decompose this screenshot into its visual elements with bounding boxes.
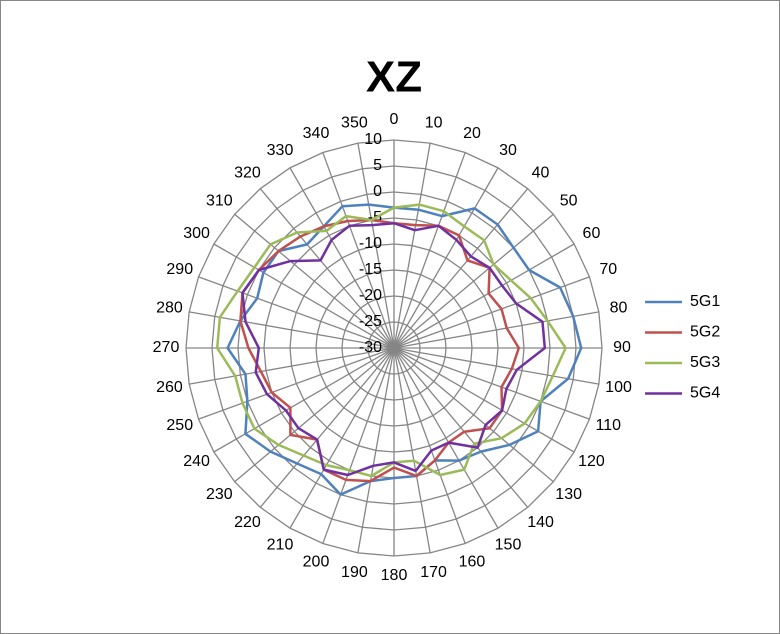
spoke (393, 347, 499, 529)
category-label: 20 (463, 125, 481, 142)
series-line (226, 203, 583, 496)
spoke (393, 347, 590, 420)
r-tick-label: 10 (364, 131, 382, 148)
category-label: 50 (560, 193, 578, 210)
category-label: 310 (206, 193, 233, 210)
spoke (393, 213, 554, 349)
category-label: 290 (166, 261, 193, 278)
category-label: 40 (532, 165, 550, 182)
spoke (357, 143, 395, 349)
spoke (234, 347, 395, 483)
category-label: 130 (555, 486, 582, 503)
category-label: 240 (183, 453, 210, 470)
category-label: 70 (599, 261, 617, 278)
category-label: 340 (303, 125, 330, 142)
category-label: 170 (420, 564, 447, 581)
category-label: 30 (499, 142, 517, 159)
chart-title: XZ (366, 53, 422, 102)
category-label: 300 (183, 225, 210, 242)
spoke (393, 347, 554, 483)
spoke (393, 347, 529, 508)
category-label: 120 (578, 453, 605, 470)
spoke (189, 347, 395, 385)
category-label: 270 (153, 339, 180, 356)
spoke (357, 347, 395, 553)
legend-label: 5G2 (690, 324, 720, 341)
spoke (213, 347, 395, 453)
category-label: 150 (495, 537, 522, 554)
spoke (393, 347, 431, 553)
r-tick-label: 0 (373, 183, 382, 200)
spoke (234, 213, 395, 349)
legend-label: 5G1 (690, 293, 720, 310)
spoke (213, 243, 395, 349)
spoke (393, 347, 575, 453)
spoke (393, 143, 431, 349)
spoke (289, 167, 395, 349)
spoke (322, 347, 395, 544)
spoke (393, 311, 599, 349)
spoke (393, 243, 575, 349)
category-label: 100 (605, 379, 632, 396)
r-tick-label: -30 (359, 339, 382, 356)
r-tick-label: -20 (359, 287, 382, 304)
category-label: 200 (303, 553, 330, 570)
category-label: 260 (156, 379, 183, 396)
spoke (393, 188, 529, 349)
spoke (189, 311, 395, 349)
category-label: 190 (341, 564, 368, 581)
r-tick-label: -25 (359, 313, 382, 330)
spoke (393, 347, 599, 385)
spoke (322, 152, 395, 349)
spoke (393, 347, 466, 544)
spoke (259, 347, 395, 508)
r-tick-label: 5 (373, 157, 382, 174)
legend-label: 5G4 (690, 385, 720, 402)
spoke (198, 347, 395, 420)
category-label: 280 (156, 300, 183, 317)
category-label: 230 (206, 486, 233, 503)
category-label: 90 (613, 339, 631, 356)
category-label: 80 (610, 300, 628, 317)
category-label: 60 (583, 225, 601, 242)
spoke (393, 167, 499, 349)
r-tick-label: -15 (359, 261, 382, 278)
r-tick-label: -10 (359, 235, 382, 252)
spoke (393, 152, 466, 349)
spoke (259, 188, 395, 349)
category-label: 180 (381, 567, 408, 584)
spoke (393, 276, 590, 349)
category-label: 220 (234, 514, 261, 531)
category-label: 210 (267, 537, 294, 554)
category-label: 350 (341, 115, 368, 132)
legend-label: 5G3 (690, 354, 720, 371)
category-label: 140 (527, 514, 554, 531)
series-line (241, 221, 547, 477)
category-label: 0 (390, 111, 399, 128)
spoke (198, 276, 395, 349)
category-label: 250 (166, 417, 193, 434)
category-label: 10 (425, 115, 443, 132)
category-label: 110 (595, 417, 621, 434)
category-label: 330 (267, 142, 294, 159)
category-label: 160 (459, 553, 486, 570)
spoke (289, 347, 395, 529)
category-label: 320 (234, 165, 261, 182)
